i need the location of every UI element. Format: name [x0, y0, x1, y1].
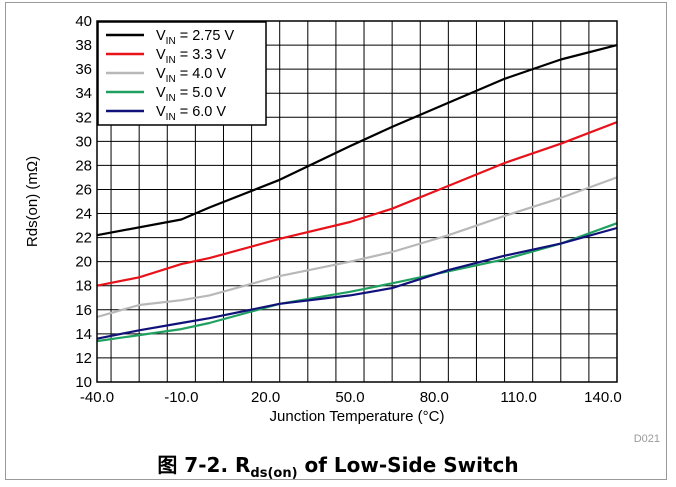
y-tick-label: 34 [75, 85, 92, 102]
legend-label-rest: = 4.0 V [176, 66, 227, 82]
legend-label: VIN = 4.0 V [156, 66, 226, 85]
legend-label: VIN = 2.75 V [156, 28, 234, 47]
x-tick-label: 110.0 [500, 389, 536, 406]
y-tick-label: 10 [75, 374, 92, 391]
y-tick-label: 14 [75, 326, 92, 343]
series-line [96, 222, 618, 343]
y-tick-label: 16 [75, 302, 92, 319]
legend-label-rest: = 2.75 V [176, 28, 235, 44]
figure-code: D021 [634, 433, 660, 445]
y-tick-label: 28 [75, 157, 92, 174]
legend-label-main: V [156, 66, 166, 82]
plot-area-border [96, 20, 618, 383]
x-axis-title: Junction Temperature (°C) [270, 408, 445, 425]
y-tick-label: 30 [75, 133, 92, 150]
legend-label-sub: IN [166, 93, 176, 104]
y-tick-label: 20 [75, 254, 92, 271]
figure-caption: 图 7-2. Rds(on) of Low-Side Switch [0, 449, 676, 481]
legend-label-main: V [156, 85, 166, 101]
series-line [96, 226, 618, 340]
legend-label-sub: IN [166, 55, 176, 66]
legend-label-sub: IN [166, 36, 176, 47]
y-tick-label: 18 [75, 278, 92, 295]
x-tick-label: -10.0 [164, 389, 198, 406]
legend-label: VIN = 3.3 V [156, 47, 226, 66]
y-tick-label: 24 [75, 206, 92, 223]
y-axis-title: Rds(on) (mΩ) [24, 156, 41, 247]
legend-label-rest: = 3.3 V [176, 47, 227, 63]
legend-label: VIN = 5.0 V [156, 85, 226, 104]
series-line [96, 121, 618, 287]
x-tick-label: -40.0 [80, 389, 114, 406]
legend-label-main: V [156, 28, 166, 44]
y-tick-label: 12 [75, 350, 92, 367]
x-tick-label: 20.0 [251, 389, 280, 406]
x-tick-label: 140.0 [584, 389, 622, 406]
legend-label-rest: = 5.0 V [176, 85, 227, 101]
y-tick-label: 38 [75, 37, 92, 54]
figure-frame [5, 2, 667, 480]
legend-label-rest: = 6.0 V [176, 104, 227, 120]
legend-label-sub: IN [166, 74, 176, 85]
y-tick-label: 22 [75, 230, 92, 247]
axis-ticks: 10 12 14 16 18 20 22 24 26 28 30 32 34 36 38 40 -40.0 -10… [75, 13, 621, 406]
y-tick-label: 26 [75, 181, 92, 198]
caption-prefix: 图 7-2. R [157, 453, 251, 477]
caption-subscript: ds(on) [250, 466, 298, 481]
y-tick-label: 32 [75, 109, 92, 126]
legend-label-main: V [156, 47, 166, 63]
legend-label: VIN = 6.0 V [156, 104, 226, 123]
caption-suffix: of Low-Side Switch [297, 453, 519, 477]
series-line [96, 44, 618, 237]
legend-label-sub: IN [166, 112, 176, 123]
y-tick-label: 36 [75, 61, 92, 78]
x-tick-label: 50.0 [335, 389, 364, 406]
legend-label-main: V [156, 104, 166, 120]
x-tick-label: 80.0 [420, 389, 449, 406]
series-line [96, 176, 618, 319]
y-tick-label: 40 [75, 13, 92, 30]
chart-series-layer [96, 44, 618, 343]
